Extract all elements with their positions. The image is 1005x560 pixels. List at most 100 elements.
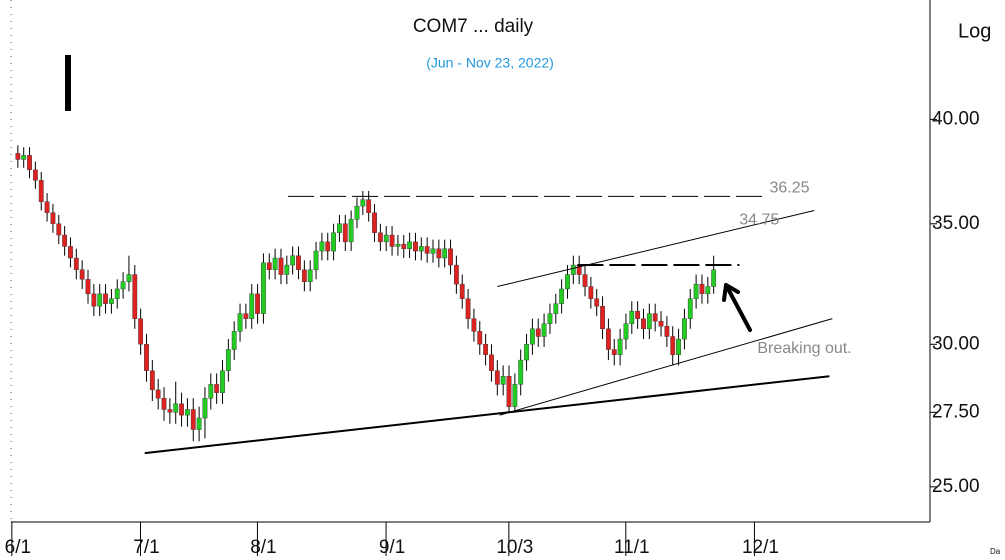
candle-body xyxy=(225,349,231,371)
candle-body xyxy=(471,318,477,332)
candle-body xyxy=(62,234,68,247)
candle-body xyxy=(436,248,442,259)
candle-body xyxy=(641,318,646,330)
candle-body xyxy=(693,283,699,299)
candle-body xyxy=(559,288,565,304)
trendline xyxy=(144,375,830,455)
candle-body xyxy=(342,223,348,243)
candle-body xyxy=(670,336,676,355)
candle-body xyxy=(266,262,272,270)
candle-body xyxy=(149,370,155,391)
candle-body xyxy=(109,298,114,304)
candle-body xyxy=(407,241,413,249)
candle-body xyxy=(278,257,284,275)
candle-body xyxy=(202,398,208,419)
candle-body xyxy=(237,313,243,332)
candle-body xyxy=(500,376,506,385)
candle-body xyxy=(553,303,559,314)
candle-body xyxy=(284,264,290,275)
candle-body xyxy=(646,313,652,330)
candle-body xyxy=(652,313,658,322)
candle-body xyxy=(173,403,179,413)
x-tick-label: 8/1 xyxy=(250,537,276,558)
candle-body xyxy=(512,384,518,407)
candle-body xyxy=(687,298,693,319)
chart-title: COM7 ... daily xyxy=(413,16,534,37)
candle-body xyxy=(27,155,32,171)
candle-body xyxy=(588,286,594,299)
candle-body xyxy=(518,359,524,385)
candle-body xyxy=(167,409,173,413)
candle-body xyxy=(506,376,512,407)
trendline xyxy=(497,210,815,288)
candle-body xyxy=(138,318,144,345)
x-tick-label: 7/1 xyxy=(133,537,159,558)
annotation: 36.25 xyxy=(770,180,810,197)
candle-body xyxy=(15,153,21,160)
candle-body xyxy=(103,293,108,304)
x-tick-label: 9/1 xyxy=(379,537,405,558)
x-tick-label: 12/1 xyxy=(742,537,779,558)
candle-body xyxy=(606,328,611,350)
y-tick-label: 27.50 xyxy=(932,401,980,422)
y-tick-label: 35.00 xyxy=(932,213,980,234)
candle-body xyxy=(535,328,541,337)
candle-body xyxy=(377,232,383,243)
candle-body xyxy=(301,269,307,282)
candle-body xyxy=(214,384,220,393)
candle-body xyxy=(524,344,529,361)
annotation: Breaking out. xyxy=(757,340,851,357)
candle-body xyxy=(91,293,97,307)
candle-body xyxy=(594,298,600,307)
candle-body xyxy=(261,262,266,314)
chart-subtitle: (Jun - Nov 23, 2022) xyxy=(426,55,554,71)
trendline xyxy=(499,318,833,416)
candle-body xyxy=(307,269,313,282)
candle-body xyxy=(21,155,27,160)
candle-body xyxy=(658,320,664,327)
candle-body xyxy=(623,323,629,340)
candle-body xyxy=(360,199,366,207)
candle-body xyxy=(424,246,430,254)
candle-body xyxy=(331,232,336,252)
candle-body xyxy=(494,370,500,385)
candle-body xyxy=(383,234,389,243)
candle-body xyxy=(541,323,547,337)
candle-body xyxy=(711,269,717,287)
x-tick-label: 6/1 xyxy=(5,537,31,558)
candle-body xyxy=(682,318,687,340)
candle-body xyxy=(73,257,79,270)
candle-body xyxy=(68,246,73,259)
candle-body xyxy=(529,328,535,345)
candle-body xyxy=(705,286,711,295)
candle-body xyxy=(249,293,255,319)
candle-body xyxy=(401,243,407,249)
candle-body xyxy=(208,384,214,399)
candle-body xyxy=(337,223,342,233)
annotation: 34.75 xyxy=(739,212,779,229)
candle-body xyxy=(664,326,670,337)
x-tick-label: 11/1 xyxy=(614,537,650,558)
scale-label: Log xyxy=(958,20,991,42)
candle-body xyxy=(547,313,553,324)
candle-body xyxy=(459,283,465,299)
candle-body xyxy=(272,257,278,270)
candle-body xyxy=(313,250,319,270)
candle-body xyxy=(231,331,237,350)
candle-body xyxy=(97,293,103,307)
candle-body xyxy=(389,234,395,247)
x-tick-label: 10/3 xyxy=(496,537,533,558)
candle-body xyxy=(290,255,296,266)
candle-body xyxy=(38,180,44,202)
y-tick-label: 25.00 xyxy=(932,476,980,497)
candle-body xyxy=(44,201,50,213)
y-tick-label: 30.00 xyxy=(932,333,980,354)
candle-body xyxy=(220,370,225,393)
candle-body xyxy=(600,305,605,330)
candle-body xyxy=(418,246,424,252)
candle-body xyxy=(85,279,91,295)
candle-body xyxy=(50,212,56,224)
candle-body xyxy=(144,344,149,371)
